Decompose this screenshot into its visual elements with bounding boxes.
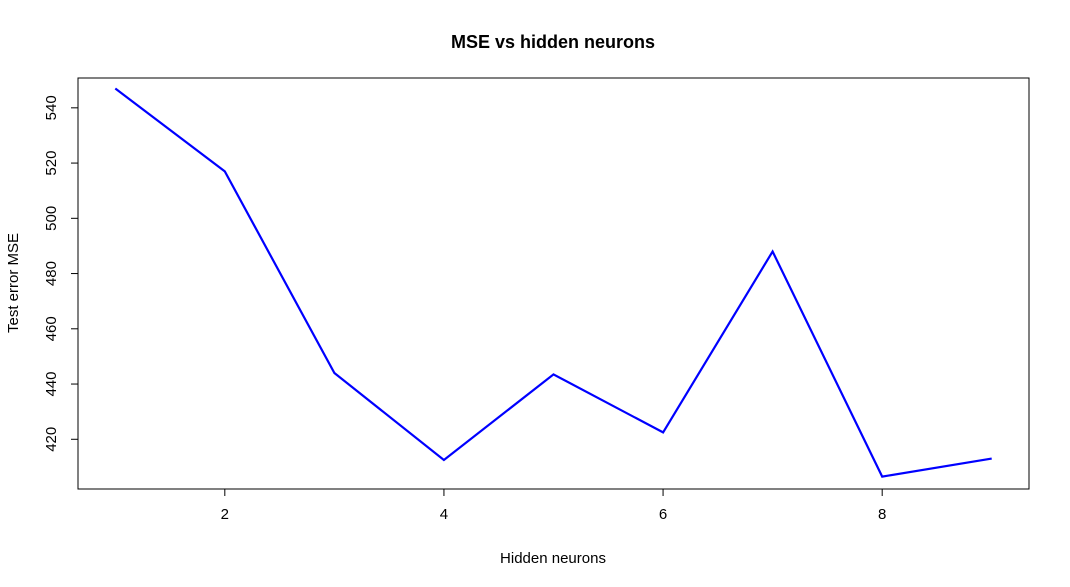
y-tick-label: 500 xyxy=(43,206,60,231)
y-axis: 420 440 460 480 500 520 540 xyxy=(43,95,79,452)
y-tick-label: 460 xyxy=(43,316,60,341)
y-tick-label: 520 xyxy=(43,151,60,176)
chart-title: MSE vs hidden neurons xyxy=(451,32,655,52)
x-axis: 2 4 6 8 xyxy=(221,488,886,523)
y-tick-label: 420 xyxy=(43,427,60,452)
x-tick-label: 8 xyxy=(878,506,886,523)
x-axis-label: Hidden neurons xyxy=(500,550,606,567)
series-line xyxy=(114,87,992,478)
y-axis-label: Test error MSE xyxy=(5,233,22,333)
y-tick-label: 540 xyxy=(43,95,60,120)
x-tick-label: 2 xyxy=(221,506,229,523)
x-tick-label: 4 xyxy=(440,506,448,523)
x-tick-label: 6 xyxy=(659,506,667,523)
y-tick-label: 480 xyxy=(43,261,60,286)
plot-frame xyxy=(77,77,1030,490)
y-tick-label: 440 xyxy=(43,372,60,397)
series-layer xyxy=(114,87,992,478)
